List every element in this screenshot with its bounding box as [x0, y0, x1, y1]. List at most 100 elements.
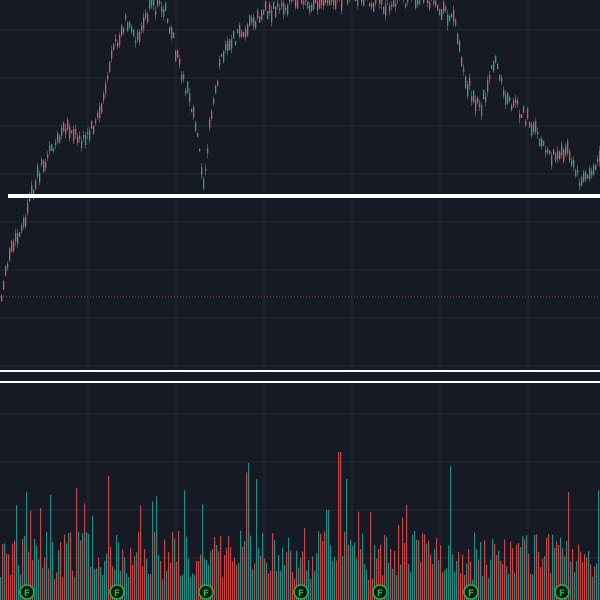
candle-body: [107, 75, 109, 80]
candle-body: [469, 77, 471, 87]
candle-body: [73, 128, 75, 141]
volume-bar: [596, 563, 598, 600]
candle-body: [535, 120, 537, 132]
volume-bar: [190, 577, 192, 600]
earnings-badge-ring: [198, 584, 214, 600]
volume-bar: [532, 574, 534, 600]
candle-body: [25, 217, 27, 227]
volume-bar: [504, 539, 506, 600]
volume-bar: [228, 535, 230, 600]
volume-bar: [586, 557, 588, 600]
volume-bar: [94, 569, 96, 600]
volume-bar: [508, 574, 510, 600]
volume-bar: [556, 541, 558, 600]
earnings-badge[interactable]: F: [554, 584, 570, 600]
volume-bar: [164, 539, 166, 600]
candle-body: [79, 135, 81, 139]
volume-bar: [370, 512, 372, 600]
candle-body: [501, 78, 503, 82]
candle-body: [329, 0, 331, 6]
volume-bar: [568, 491, 570, 600]
earnings-badge[interactable]: F: [19, 584, 35, 600]
volume-bar: [422, 533, 424, 600]
volume-bar: [6, 553, 8, 600]
candle-body: [277, 2, 279, 7]
candle-body: [247, 24, 249, 36]
volume-bar: [12, 543, 14, 600]
candle-body: [375, 0, 377, 4]
volume-bar: [122, 549, 124, 600]
volume-bar: [542, 558, 544, 600]
volume-bar: [144, 549, 146, 600]
earnings-badge[interactable]: F: [372, 584, 388, 600]
candle-body: [473, 90, 475, 103]
candle-body: [593, 165, 595, 175]
candle-body: [231, 39, 233, 49]
candle-body: [443, 1, 445, 13]
candle-body: [527, 108, 529, 119]
volume-bar: [402, 517, 404, 600]
candle-body: [465, 76, 467, 89]
candle-body: [433, 0, 435, 5]
candle-body: [419, 0, 421, 4]
volume-bar: [74, 577, 76, 600]
candle-body: [189, 92, 191, 102]
candle-body: [455, 19, 457, 26]
candle-body: [141, 25, 143, 31]
candle-body: [313, 0, 315, 10]
candle-body: [149, 0, 151, 9]
volume-bar: [334, 556, 336, 600]
candle-body: [415, 0, 417, 9]
candle-body: [13, 241, 15, 251]
volume-bar: [374, 545, 376, 600]
earnings-badge[interactable]: F: [109, 584, 125, 600]
volume-bar: [366, 569, 368, 600]
volume-bar: [38, 559, 40, 600]
volume-bar: [400, 564, 402, 600]
candle-body: [325, 0, 327, 3]
candle-body: [157, 0, 159, 6]
volume-bar: [216, 545, 218, 600]
candle-body: [371, 3, 373, 8]
volume-bar: [488, 578, 490, 600]
candle-body: [263, 10, 265, 14]
candle-body: [497, 63, 499, 69]
volume-bar: [140, 505, 142, 600]
earnings-badge[interactable]: F: [198, 584, 214, 600]
candle-body: [47, 154, 49, 158]
volume-bar: [574, 572, 576, 600]
volume-bar: [234, 557, 236, 600]
candle-body: [147, 14, 149, 23]
candle-body: [131, 27, 133, 33]
volume-bar: [136, 552, 138, 600]
volume-bar: [40, 508, 42, 600]
candle-body: [575, 170, 577, 176]
candle-body: [193, 106, 195, 118]
volume-bar: [110, 546, 112, 600]
volume-bar: [440, 545, 442, 600]
volume-bar: [490, 559, 492, 600]
candle-body: [61, 127, 63, 136]
volume-bar: [494, 544, 496, 600]
volume-bar: [306, 570, 308, 600]
volume-bar: [250, 535, 252, 600]
candle-body: [1, 295, 3, 302]
earnings-badge-label: F: [377, 589, 383, 599]
volume-bar: [414, 531, 416, 600]
candle-body: [257, 10, 259, 19]
volume-bar: [220, 535, 222, 600]
earnings-badge[interactable]: F: [463, 584, 479, 600]
volume-bar: [196, 560, 198, 600]
earnings-badge-label: F: [203, 589, 209, 599]
volume-bar: [8, 554, 10, 600]
candle-body: [95, 120, 97, 124]
candle-body: [71, 130, 73, 134]
candle-body: [281, 1, 283, 8]
volume-bar: [34, 539, 36, 600]
candle-body: [121, 25, 123, 36]
earnings-badge[interactable]: F: [293, 584, 309, 600]
candle-body: [407, 0, 409, 3]
